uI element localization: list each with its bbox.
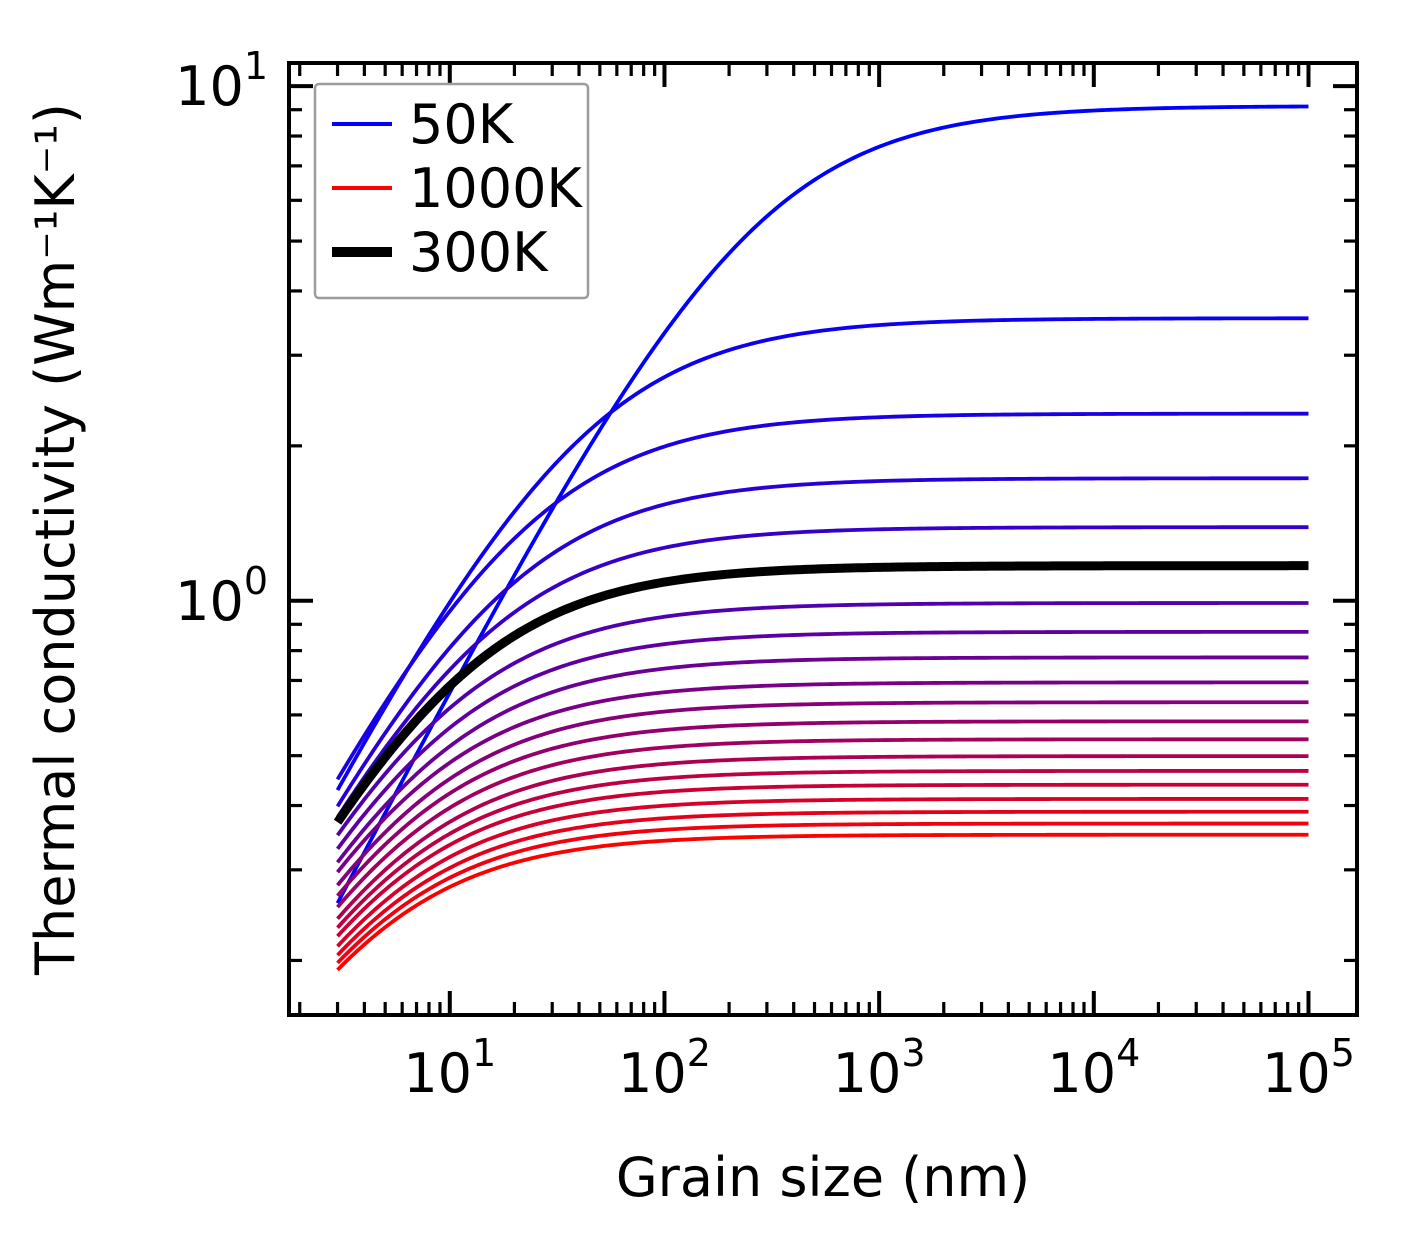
curve-500K [336,680,1309,874]
curve-450K [336,655,1309,864]
curve-900K [336,809,1309,957]
curve-250K [335,525,1309,819]
x-tick-label-1e5: 105 [1262,1031,1355,1105]
x-tick-label-1e2: 102 [618,1031,711,1105]
y-tick-label-1e0: 100 [175,559,268,633]
x-tick-label-1e4: 104 [1047,1031,1140,1105]
curve-350K [336,601,1309,837]
x-tick-label-1e1: 101 [403,1031,496,1105]
curves-group [333,104,1309,972]
curve-1000K [336,832,1309,972]
tick-labels-group: 101 102 103 104 105 100 101 [175,44,1355,1105]
legend-label-300K: 300K [409,221,549,284]
curve-800K [336,782,1309,938]
curve-550K [336,700,1309,887]
axes-spines [287,61,1359,1017]
curve-650K [336,737,1309,909]
x-tick-label-1e3: 103 [833,1031,926,1105]
legend-label-1000K: 1000K [409,157,583,220]
legend-box [313,82,590,300]
y-tick-label-1e1: 101 [175,44,268,118]
curve-50K [335,104,1309,904]
legend-label-50K: 50K [409,93,515,156]
curve-700K [336,754,1309,920]
curve-850K [336,797,1309,948]
curve-300K [333,561,1309,825]
x-axis-label: Grain size (nm) [616,1146,1030,1209]
curve-400K [336,629,1309,851]
curve-600K [336,719,1309,898]
curve-150K [335,411,1309,781]
y-axis-label: Thermal conductivity (Wm⁻¹K⁻¹) [24,103,87,976]
tick-marks-group [289,63,1357,1015]
curve-200K [335,476,1309,808]
curve-100K [335,316,1309,792]
curve-750K [336,769,1309,929]
curve-950K [336,821,1309,965]
